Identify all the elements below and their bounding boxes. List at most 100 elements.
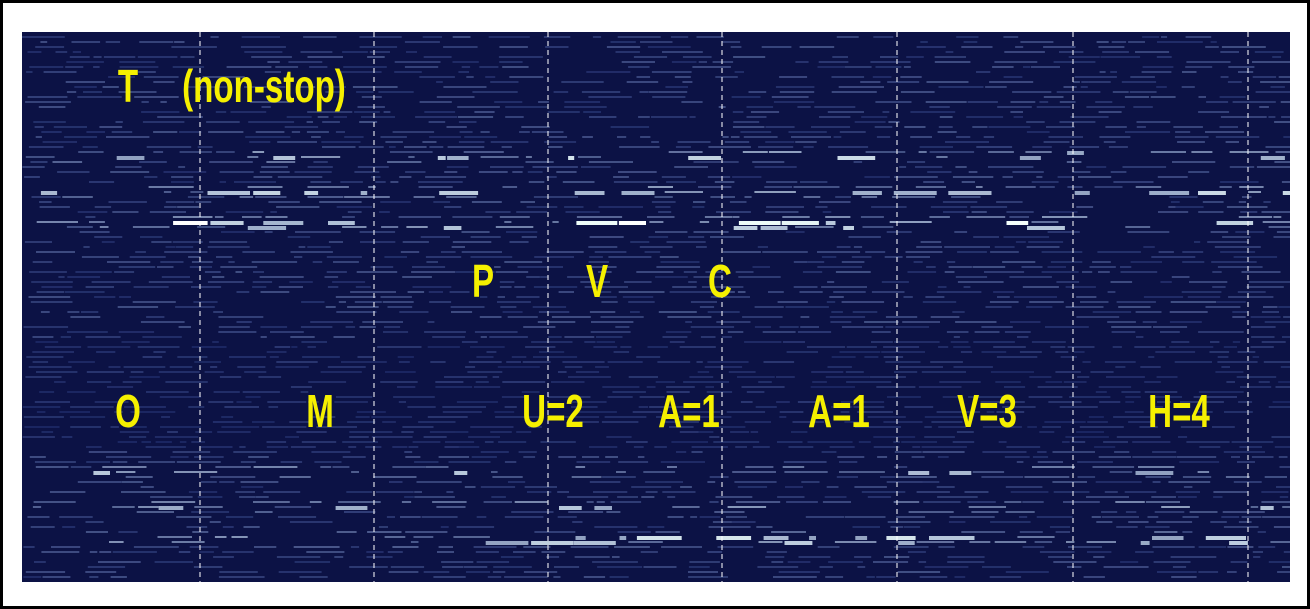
streak — [1026, 121, 1045, 123]
streak — [1198, 111, 1229, 113]
streak — [1064, 86, 1077, 88]
streak — [477, 561, 510, 563]
streak — [1077, 461, 1113, 463]
streak — [930, 361, 963, 363]
streak — [875, 126, 893, 128]
streak — [490, 166, 524, 168]
streak — [512, 356, 527, 358]
streak — [1105, 361, 1136, 363]
streak — [961, 531, 1005, 533]
streak — [499, 46, 528, 48]
streak — [37, 291, 65, 293]
streak — [39, 391, 54, 393]
streak — [741, 401, 753, 403]
streak — [713, 441, 759, 443]
streak — [564, 106, 607, 108]
streak — [753, 446, 770, 448]
streak — [729, 371, 756, 373]
streak — [678, 141, 711, 143]
streak — [328, 366, 366, 368]
streak — [630, 241, 649, 243]
streak — [612, 391, 646, 393]
streak — [1171, 201, 1180, 203]
streak — [375, 181, 385, 183]
streak — [1188, 296, 1220, 298]
streak — [1101, 511, 1117, 513]
streak — [215, 216, 224, 218]
streak — [397, 386, 415, 388]
streak — [953, 346, 970, 348]
streak — [143, 121, 185, 123]
streak — [83, 246, 89, 248]
streak — [67, 226, 93, 228]
streak — [1120, 561, 1138, 563]
streak — [1032, 466, 1075, 468]
streak — [1226, 141, 1239, 143]
streak — [218, 331, 256, 333]
streak — [580, 211, 600, 213]
annotation: H=4 — [1148, 387, 1210, 437]
streak — [118, 441, 137, 443]
streak — [785, 486, 803, 488]
streak — [1050, 346, 1065, 348]
streak — [725, 141, 749, 143]
streak — [254, 176, 273, 178]
streak — [1029, 396, 1063, 398]
streak — [675, 76, 691, 78]
streak — [701, 336, 716, 338]
streak — [1171, 576, 1196, 578]
streak — [504, 576, 548, 578]
streak — [1156, 86, 1167, 88]
streak — [1263, 306, 1278, 308]
streak — [906, 56, 924, 58]
streak — [516, 211, 547, 213]
streak — [221, 416, 233, 418]
streak — [1231, 456, 1240, 458]
streak — [597, 566, 642, 568]
streak — [742, 386, 785, 388]
streak — [989, 81, 1033, 83]
streak — [843, 226, 854, 230]
streak — [1238, 71, 1253, 73]
streak — [904, 406, 933, 408]
streak — [467, 371, 502, 373]
streak — [451, 311, 472, 313]
streak — [1238, 401, 1252, 403]
streak — [1017, 536, 1054, 538]
streak — [472, 91, 517, 93]
streak — [1182, 71, 1197, 73]
streak — [1144, 381, 1161, 383]
streak — [177, 461, 221, 463]
streak — [730, 431, 749, 433]
streak — [88, 566, 125, 568]
streak — [733, 121, 759, 123]
streak — [519, 131, 530, 133]
streak — [1274, 121, 1290, 123]
streak — [28, 51, 42, 53]
streak — [358, 106, 385, 108]
streak — [503, 186, 518, 188]
streak — [1077, 376, 1089, 378]
streak — [340, 181, 363, 183]
streak — [529, 181, 545, 183]
streak — [764, 361, 795, 363]
streak — [949, 471, 971, 475]
streak — [252, 421, 275, 423]
streak — [219, 326, 250, 328]
streak — [1006, 486, 1043, 488]
streak — [657, 361, 690, 363]
streak — [310, 501, 322, 503]
streak — [1032, 146, 1052, 148]
streak — [715, 76, 738, 78]
streak — [313, 261, 323, 263]
streak — [784, 461, 827, 463]
streak — [138, 506, 159, 508]
streak — [696, 246, 707, 248]
streak — [424, 56, 452, 58]
streak — [72, 41, 101, 43]
streak — [988, 151, 1014, 153]
streak — [1026, 306, 1052, 308]
streak — [1089, 416, 1104, 418]
streak — [791, 136, 831, 138]
streak — [667, 466, 677, 468]
